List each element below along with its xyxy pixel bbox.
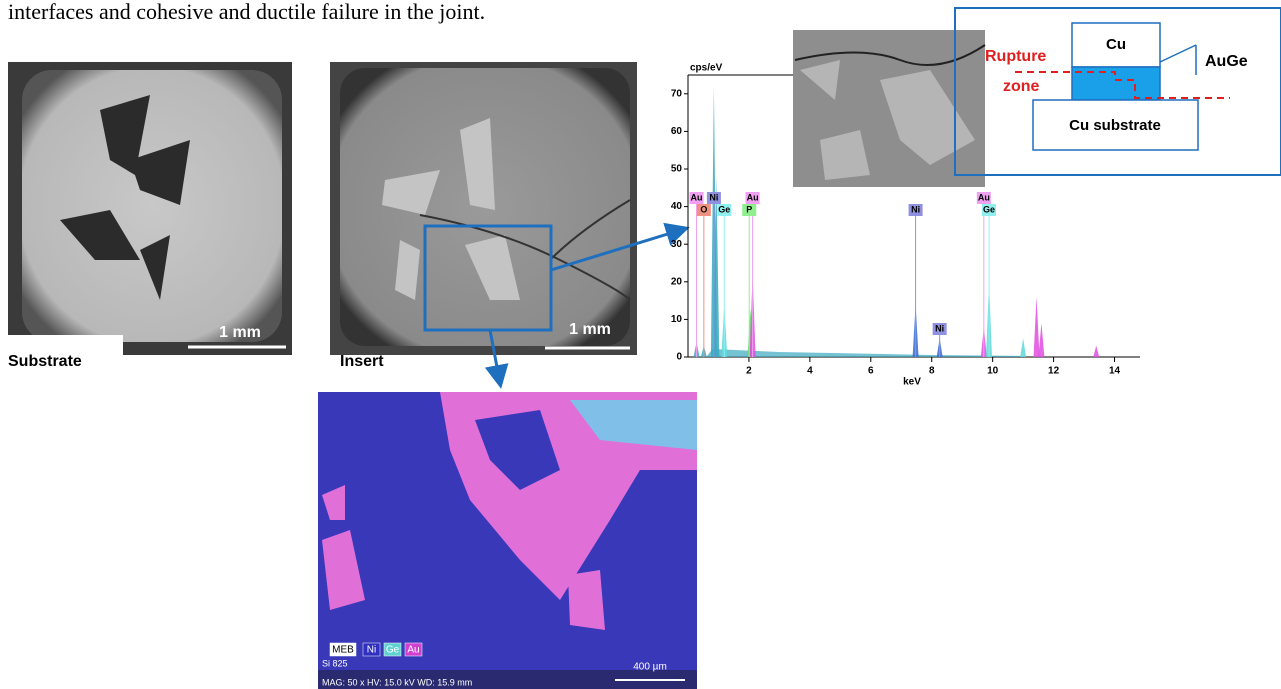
- element-tag: [745, 192, 760, 204]
- element-label: Ni: [709, 192, 718, 202]
- x-tick-label: 8: [929, 366, 935, 377]
- legend-swatch: [362, 642, 381, 657]
- element-tag: [706, 192, 721, 204]
- continuum: [706, 349, 1024, 357]
- element-label: O: [700, 204, 707, 214]
- scale-label: 1 mm: [569, 321, 611, 338]
- element-tag: [696, 204, 711, 216]
- element-tag: [976, 192, 991, 204]
- y-tick-label: 70: [671, 88, 683, 99]
- y-tick-label: 40: [671, 201, 683, 212]
- element-label: Au: [691, 192, 703, 202]
- map-info: Si 825: [322, 658, 348, 668]
- element-label: Ge: [983, 204, 995, 214]
- element-tag: [742, 204, 757, 216]
- element-label: Au: [747, 192, 759, 202]
- schematic: [954, 7, 1281, 176]
- x-tick-label: 4: [807, 366, 813, 377]
- element-tag: [932, 323, 947, 335]
- element-label: Ge: [718, 204, 730, 214]
- intro-text: interfaces and cohesive and ductile fail…: [8, 0, 485, 24]
- map-info: MAG: 50 x HV: 15.0 kV WD: 15.9 mm: [322, 677, 472, 687]
- y-tick-label: 10: [671, 314, 683, 325]
- legend-label: MEB: [332, 645, 354, 656]
- legend-swatch: [383, 642, 402, 657]
- scale-label: 1 mm: [219, 324, 261, 341]
- peak: [1038, 323, 1045, 357]
- x-tick-label: 10: [987, 366, 999, 377]
- peak: [1033, 296, 1040, 357]
- x-tick-label: 2: [746, 366, 752, 377]
- schematic-label: AuGe: [1205, 53, 1248, 70]
- panel-label: Insert: [340, 353, 384, 370]
- y-tick-label: 0: [676, 352, 682, 363]
- insert-image: [330, 62, 637, 355]
- arrow: [550, 222, 690, 272]
- arrow: [484, 329, 509, 389]
- schematic-label: Cu: [1106, 36, 1126, 53]
- element-label: Ni: [911, 204, 920, 214]
- legend-label: Ge: [386, 645, 400, 656]
- legend-swatch: [329, 642, 357, 657]
- map-legend: MEB Ni Ge Au: [329, 642, 423, 657]
- y-tick-label: 60: [671, 126, 683, 137]
- axis-label: cps/eV: [690, 63, 723, 74]
- x-tick-label: 14: [1109, 366, 1121, 377]
- schematic-label: zone: [1003, 78, 1040, 95]
- element-tag: [689, 192, 704, 204]
- map-scale: 400 µm: [633, 662, 667, 673]
- y-tick-label: 30: [671, 239, 683, 250]
- x-tick-label: 12: [1048, 366, 1060, 377]
- schematic-label: Rupture: [985, 48, 1046, 65]
- y-tick-label: 50: [671, 164, 683, 175]
- element-tag: [717, 204, 732, 216]
- y-tick-label: 20: [671, 276, 683, 287]
- peak: [1093, 345, 1100, 357]
- peak: [713, 176, 720, 357]
- legend-label: Ni: [367, 645, 376, 656]
- substrate-image: [8, 62, 292, 355]
- axis-label: keV: [903, 377, 921, 388]
- element-label: Ni: [935, 323, 944, 333]
- peak: [1020, 338, 1027, 357]
- element-tag: [908, 204, 923, 216]
- legend-label: Au: [407, 645, 419, 656]
- x-tick-label: 6: [868, 366, 874, 377]
- element-label: Au: [978, 192, 990, 202]
- element-tag: [982, 204, 997, 216]
- legend-swatch: [404, 642, 423, 657]
- eds-map: [318, 392, 697, 689]
- element-label: P: [746, 204, 752, 214]
- schematic-label: Cu substrate: [1069, 117, 1161, 134]
- panel-label: Substrate: [8, 353, 82, 370]
- sem-inset: [793, 30, 986, 187]
